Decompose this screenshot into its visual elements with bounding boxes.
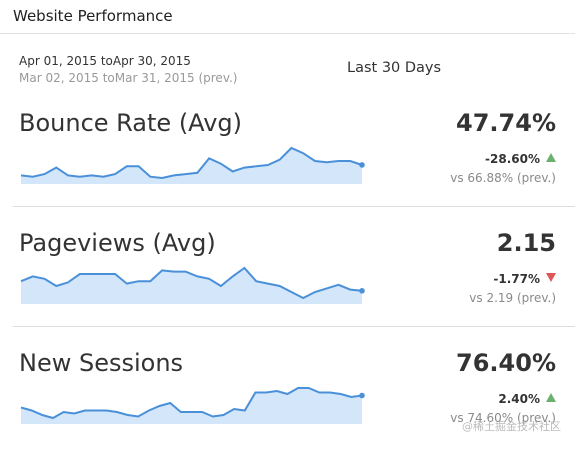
change-indicator: -28.60% bbox=[485, 152, 556, 166]
sparkline-endpoint bbox=[359, 162, 365, 168]
up-arrow-icon bbox=[546, 153, 556, 162]
metric-bounce-rate: Bounce Rate (Avg) 47.74% -28.60% vs 66.8… bbox=[0, 109, 575, 229]
metric-label: New Sessions bbox=[19, 349, 184, 377]
up-arrow-icon bbox=[546, 393, 556, 402]
period-label: Last 30 Days bbox=[347, 60, 442, 76]
previous-value: vs 66.88% (prev.) bbox=[450, 171, 556, 185]
sparkline-chart bbox=[20, 387, 365, 424]
sparkline-line bbox=[20, 266, 363, 300]
sparkline-line bbox=[20, 387, 363, 420]
sparkline-chart bbox=[20, 266, 365, 304]
divider bbox=[13, 326, 575, 327]
sparkline-endpoint bbox=[359, 392, 365, 399]
change-value: 2.40% bbox=[498, 392, 540, 406]
date-range-current: Apr 01, 2015 toApr 30, 2015 bbox=[19, 54, 191, 68]
metric-value: 76.40% bbox=[456, 349, 556, 377]
widget-header: Website Performance bbox=[0, 0, 575, 34]
sparkline-area bbox=[21, 388, 362, 424]
change-value: -1.77% bbox=[493, 272, 540, 286]
sparkline-endpoint bbox=[359, 288, 365, 294]
metric-new-sessions: New Sessions 76.40% 2.40% vs 74.60% (pre… bbox=[0, 349, 575, 469]
change-indicator: 2.40% bbox=[498, 392, 556, 406]
metric-value: 47.74% bbox=[456, 109, 556, 137]
widget-title: Website Performance bbox=[13, 7, 173, 25]
watermark-text: @稀土掘金技术社区 bbox=[462, 420, 561, 433]
metric-label: Pageviews (Avg) bbox=[19, 229, 216, 257]
sparkline-area bbox=[21, 148, 362, 184]
change-indicator: -1.77% bbox=[493, 272, 556, 286]
divider bbox=[13, 206, 575, 207]
down-arrow-icon bbox=[546, 273, 556, 282]
previous-value: vs 74.60% (prev.) bbox=[450, 411, 556, 425]
metric-value: 2.15 bbox=[496, 229, 556, 257]
metric-pageviews: Pageviews (Avg) 2.15 -1.77% vs 2.19 (pre… bbox=[0, 229, 575, 349]
sparkline-area bbox=[21, 268, 362, 304]
previous-value: vs 2.19 (prev.) bbox=[469, 291, 556, 305]
date-range-previous: Mar 02, 2015 toMar 31, 2015 (prev.) bbox=[19, 71, 238, 85]
metric-label: Bounce Rate (Avg) bbox=[19, 109, 242, 137]
change-value: -28.60% bbox=[485, 152, 540, 166]
sparkline-chart bbox=[20, 146, 365, 184]
sparkline-line bbox=[20, 146, 363, 180]
